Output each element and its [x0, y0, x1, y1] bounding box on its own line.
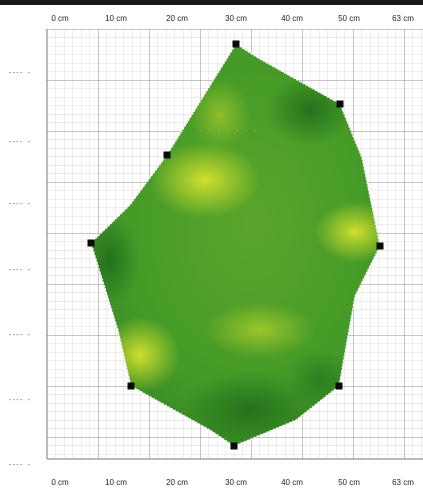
top-ruler-label-6: 63 cm — [392, 14, 414, 23]
bottom-ruler-label-6: 63 cm — [392, 478, 414, 487]
resize-handle-right[interactable] — [376, 242, 384, 250]
resize-handle-left[interactable] — [87, 239, 95, 247]
left-ruler-tick-4: ---- - — [8, 331, 31, 339]
resize-handle-bottom-right[interactable] — [335, 382, 343, 390]
top-ruler-label-0: 0 cm — [51, 14, 69, 23]
left-ruler-tick-5: ---- - — [8, 396, 31, 404]
bottom-ruler-label-3: 30 cm — [225, 478, 247, 487]
top-ruler-label-1: 10 cm — [105, 14, 127, 23]
bottom-ruler-label-5: 50 cm — [338, 478, 360, 487]
resize-handle-top-right[interactable] — [336, 100, 344, 108]
window-top-border — [0, 0, 423, 5]
bottom-ruler-label-4: 40 cm — [281, 478, 303, 487]
top-ruler-label-5: 50 cm — [338, 14, 360, 23]
left-ruler-tick-2: ---- - — [8, 200, 31, 208]
top-ruler-label-3: 30 cm — [225, 14, 247, 23]
left-ruler-tick-0: ---- - — [8, 69, 31, 77]
bottom-ruler-label-2: 20 cm — [166, 478, 188, 487]
resize-handle-top[interactable] — [232, 40, 240, 48]
resize-handle-bottom-left[interactable] — [127, 382, 135, 390]
resize-handle-top-left[interactable] — [163, 151, 171, 159]
left-ruler-tick-6: ---- - — [8, 461, 31, 469]
left-ruler-tick-1: ---- - — [8, 138, 31, 146]
left-ruler-tick-3: ---- - — [8, 266, 31, 274]
bottom-ruler-label-0: 0 cm — [51, 478, 69, 487]
top-ruler-label-4: 40 cm — [281, 14, 303, 23]
top-ruler-label-2: 20 cm — [166, 14, 188, 23]
bottom-ruler-label-1: 10 cm — [105, 478, 127, 487]
resize-handle-bottom[interactable] — [230, 442, 238, 450]
